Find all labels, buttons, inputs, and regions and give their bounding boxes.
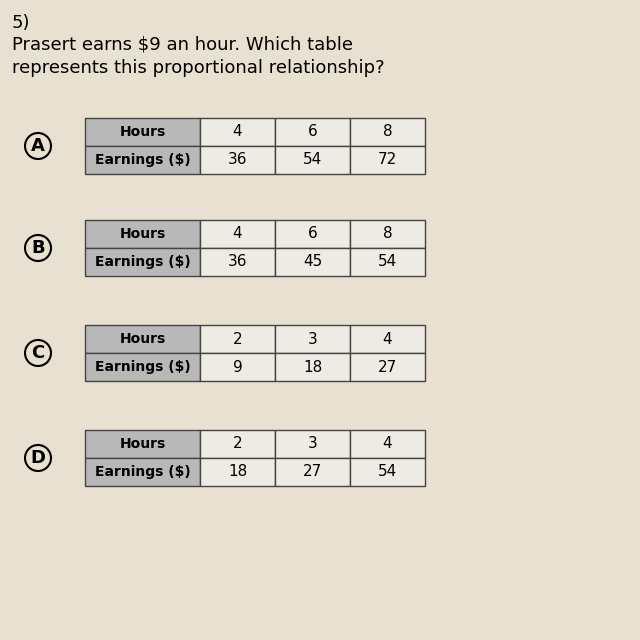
Bar	[350, 353, 425, 381]
Text: 45: 45	[303, 255, 322, 269]
Text: Hours: Hours	[120, 437, 166, 451]
Text: 18: 18	[303, 360, 322, 374]
Bar	[200, 325, 275, 353]
Bar	[350, 118, 425, 146]
Bar	[85, 118, 200, 146]
Text: 2: 2	[233, 332, 243, 346]
Bar	[350, 430, 425, 458]
Text: 4: 4	[233, 227, 243, 241]
Text: Hours: Hours	[120, 227, 166, 241]
Text: 3: 3	[308, 436, 317, 451]
Bar	[350, 248, 425, 276]
Bar	[275, 220, 350, 248]
Bar	[200, 353, 275, 381]
Bar	[85, 353, 200, 381]
Bar	[85, 146, 200, 174]
Bar	[85, 325, 200, 353]
Text: 18: 18	[228, 465, 247, 479]
Bar	[200, 248, 275, 276]
Text: A: A	[31, 137, 45, 155]
Bar	[85, 430, 200, 458]
Bar	[200, 430, 275, 458]
Text: 6: 6	[308, 125, 317, 140]
Text: 54: 54	[378, 255, 397, 269]
Text: 27: 27	[378, 360, 397, 374]
Text: 8: 8	[383, 125, 392, 140]
Bar	[275, 248, 350, 276]
Bar	[275, 146, 350, 174]
Bar	[275, 458, 350, 486]
Text: Earnings ($): Earnings ($)	[95, 360, 190, 374]
Text: Hours: Hours	[120, 125, 166, 139]
Text: 9: 9	[232, 360, 243, 374]
Text: 72: 72	[378, 152, 397, 168]
Bar	[200, 220, 275, 248]
Text: 27: 27	[303, 465, 322, 479]
Bar	[200, 118, 275, 146]
Bar	[350, 458, 425, 486]
Bar	[350, 220, 425, 248]
Bar	[85, 248, 200, 276]
Text: 36: 36	[228, 255, 247, 269]
Text: Earnings ($): Earnings ($)	[95, 255, 190, 269]
Text: 54: 54	[303, 152, 322, 168]
Text: D: D	[31, 449, 45, 467]
Bar	[350, 325, 425, 353]
Bar	[275, 353, 350, 381]
Bar	[200, 146, 275, 174]
Text: 5): 5)	[12, 14, 31, 32]
Text: Earnings ($): Earnings ($)	[95, 465, 190, 479]
Text: 8: 8	[383, 227, 392, 241]
Text: Prasert earns $9 an hour. Which table
represents this proportional relationship?: Prasert earns $9 an hour. Which table re…	[12, 35, 385, 77]
Bar	[275, 430, 350, 458]
Text: 4: 4	[383, 332, 392, 346]
Bar	[350, 146, 425, 174]
Bar	[275, 325, 350, 353]
Bar	[200, 458, 275, 486]
Text: Earnings ($): Earnings ($)	[95, 153, 190, 167]
Bar	[85, 220, 200, 248]
Text: 2: 2	[233, 436, 243, 451]
Text: B: B	[31, 239, 45, 257]
Text: C: C	[31, 344, 45, 362]
Bar	[275, 118, 350, 146]
Text: 4: 4	[233, 125, 243, 140]
Text: 36: 36	[228, 152, 247, 168]
Text: 3: 3	[308, 332, 317, 346]
Text: 4: 4	[383, 436, 392, 451]
Text: Hours: Hours	[120, 332, 166, 346]
Bar	[85, 458, 200, 486]
Text: 6: 6	[308, 227, 317, 241]
Text: 54: 54	[378, 465, 397, 479]
